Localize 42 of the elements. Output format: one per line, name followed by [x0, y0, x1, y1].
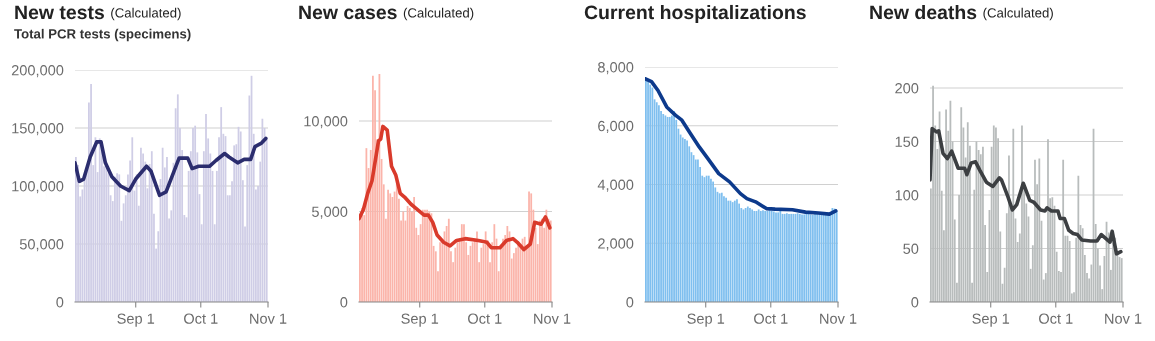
line-series	[930, 126, 1123, 256]
x-tick-label: Sep 1	[401, 313, 439, 327]
y-tick-label: 0	[626, 297, 634, 308]
line-series	[359, 124, 552, 252]
y-tick-label: 4,000	[597, 179, 634, 192]
x-tick-label: Nov 1	[534, 313, 571, 324]
x-tick-label: Nov 1	[820, 313, 857, 324]
x-tick-label: Sep 1	[117, 313, 155, 327]
y-tick-label: 200	[895, 83, 919, 94]
x-tick-label: Oct 1	[184, 313, 218, 324]
line-series	[645, 76, 838, 216]
y-tick-label: 50	[903, 243, 919, 254]
x-tick-label: Sep 1	[687, 313, 725, 327]
x-tick-label: Oct 1	[1039, 313, 1073, 324]
x-tick-label: Nov 1	[1105, 313, 1142, 324]
x-tick-label: Nov 1	[250, 313, 287, 324]
x-tick-label: Oct 1	[754, 313, 788, 324]
y-tick-label: 150,000	[12, 123, 64, 136]
y-tick-label: 150	[895, 136, 919, 147]
chart-subtitle: Total PCR tests (specimens)	[14, 28, 191, 42]
x-tick-label: Sep 1	[972, 313, 1010, 327]
y-tick-label: 0	[911, 297, 919, 308]
line-series	[75, 136, 268, 198]
y-tick-label: 0	[340, 297, 348, 308]
y-tick-label: 200,000	[11, 65, 64, 78]
y-tick-label: 8,000	[598, 62, 634, 75]
y-tick-label: 100,000	[12, 181, 64, 194]
y-tick-label: 100	[895, 190, 919, 201]
text: (Calculated)	[111, 7, 181, 21]
text: (Calculated)	[403, 7, 474, 21]
y-tick-label: 0	[56, 297, 64, 308]
y-tick-label: 50,000	[19, 239, 64, 252]
y-tick-label: 5,000	[311, 206, 348, 219]
chart-title: Current hospitalizations	[584, 4, 806, 24]
y-tick-label: 2,000	[598, 238, 634, 251]
y-tick-label: 6,000	[598, 120, 634, 133]
chart-title: New deaths	[870, 4, 977, 20]
text: (Calculated)	[983, 7, 1053, 21]
chart-title: New tests	[15, 5, 104, 20]
chart-title: New cases	[299, 5, 397, 20]
x-tick-label: Oct 1	[468, 313, 502, 324]
y-tick-label: 10,000	[304, 116, 348, 129]
